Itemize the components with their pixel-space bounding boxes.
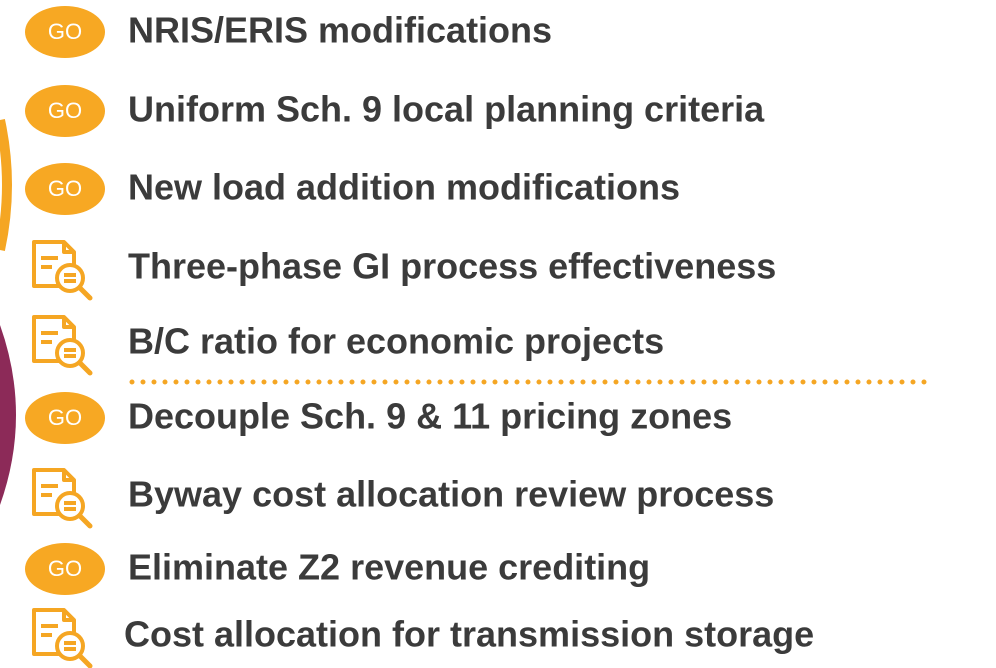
go-label: GO: [48, 405, 82, 430]
handle: [77, 513, 93, 529]
review-icon: [32, 608, 93, 668]
handle: [77, 285, 93, 301]
item-text: Cost allocation for transmission storage: [124, 614, 814, 655]
go-label: GO: [48, 98, 82, 123]
go-badge: [25, 392, 105, 444]
doc-fold: [62, 610, 74, 622]
lens: [55, 338, 85, 368]
review-icon: [32, 240, 93, 301]
lens: [55, 491, 85, 521]
go-label: GO: [48, 556, 82, 581]
go-badge: [25, 6, 105, 58]
lens: [55, 631, 85, 661]
lens: [55, 263, 85, 293]
item-text: New load addition modifications: [128, 167, 680, 208]
item-text: NRIS/ERIS modifications: [128, 10, 552, 51]
item-text: Byway cost allocation review process: [128, 474, 774, 515]
handle: [77, 653, 93, 668]
decor-arc: [0, 118, 12, 252]
go-badge: [25, 543, 105, 595]
handle: [77, 360, 93, 376]
item-text: Eliminate Z2 revenue crediting: [128, 547, 650, 588]
review-icon: [32, 315, 93, 376]
item-text: B/C ratio for economic projects: [128, 321, 664, 362]
go-badge: [25, 163, 105, 215]
item-text: Uniform Sch. 9 local planning criteria: [128, 89, 765, 130]
doc-fold: [62, 242, 74, 254]
item-text: Decouple Sch. 9 & 11 pricing zones: [128, 396, 732, 437]
doc-fold: [62, 470, 74, 482]
go-label: GO: [48, 176, 82, 201]
go-badge: [25, 85, 105, 137]
decor-shape: [0, 325, 16, 505]
item-text: Three-phase GI process effectiveness: [128, 246, 776, 287]
doc-fold: [62, 317, 74, 329]
go-label: GO: [48, 19, 82, 44]
review-icon: [32, 468, 93, 529]
